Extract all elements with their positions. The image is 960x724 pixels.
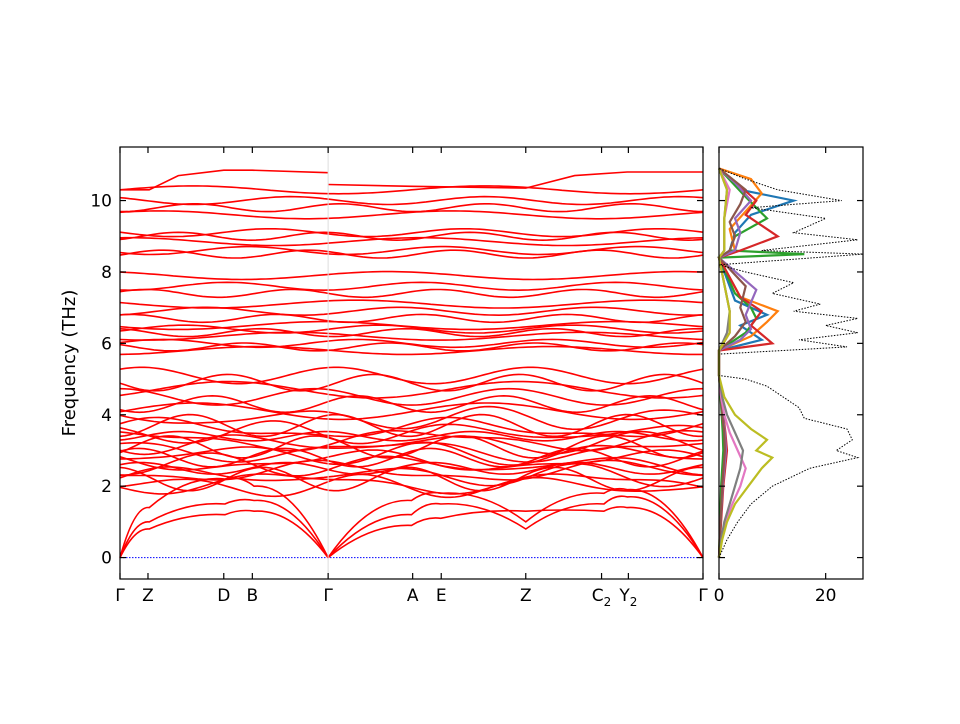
acoustic-branch-5 [327,495,704,559]
y-tick-label: 4 [101,406,112,426]
optical-band-6 [119,231,704,242]
optical-band-2 [119,195,704,206]
dos-panel: 0 20 [714,146,864,606]
optical-band-17 [119,324,704,334]
kpoint-subscript: 2 [604,595,612,609]
optical-band-3 [120,203,704,213]
optical-band-8 [119,245,704,256]
dos-frame [718,146,864,580]
optical-band-1 [119,185,704,195]
kpoint-subscript: 2 [630,595,638,609]
optical-band-11 [119,281,704,292]
optical-band-30 [119,413,703,438]
kpoint-label: Γ [323,586,333,606]
optical-band-19 [119,331,704,341]
band-frame [119,146,704,580]
optical-band-10 [119,270,704,281]
partial-dos-4 [717,167,781,558]
optical-band-29 [119,405,704,431]
optical-band-12 [119,288,704,299]
kpoint-label: Z [142,586,154,606]
dos-x-tick-label: 20 [815,586,837,606]
optical-band-9 [119,249,704,259]
optical-band-46 [119,473,704,495]
optical-band-18 [119,327,704,338]
optical-band-41 [119,452,704,477]
optical-band-14 [119,306,704,317]
optical-band-25 [119,380,704,399]
optical-band-15 [119,313,704,324]
total-dos [718,167,864,558]
optical-band-26 [119,387,704,406]
y-tick-label: 10 [90,192,112,212]
kpoint-label: Γ [698,586,708,606]
top-band-right [328,171,703,189]
kpoint-label: E [436,586,447,606]
kpoint-label: A [407,586,419,606]
acoustic-branch-2 [119,498,329,559]
top-band-left [120,169,329,191]
acoustic-branch-4 [327,487,704,559]
dos-axes: 0 20 [714,146,864,606]
optical-band-27 [119,394,704,414]
optical-band-24 [119,373,704,392]
kpoint-label: D [217,586,230,606]
optical-band-23 [119,366,704,385]
dos-x-tick-label: 0 [714,586,725,606]
kpoint-label: Γ [115,586,125,606]
partial-dos-2 [717,167,780,558]
optical-band-35 [119,430,704,456]
kpoint-label: B [247,586,259,606]
optical-band-4 [119,210,704,220]
band-lines [119,169,704,559]
y-tick-label: 6 [101,334,112,354]
y-tick-label: 8 [101,263,112,283]
y-tick-label: 0 [101,549,112,569]
acoustic-branch-3 [119,509,329,559]
optical-band-47 [119,473,704,499]
optical-band-22 [119,345,703,356]
optical-band-21 [119,342,704,352]
acoustic-branch-6 [327,506,704,559]
optical-band-44 [119,462,704,488]
optical-band-43 [119,459,704,481]
dos-lines [716,167,864,558]
optical-band-38 [120,441,703,466]
y-tick-label: 2 [101,477,112,497]
optical-band-28 [119,402,704,421]
y-axis-label: Frequency (THz) [59,290,80,437]
kpoint-label: C2 [592,586,612,609]
partial-dos-6 [717,167,748,558]
optical-band-36 [119,435,704,459]
optical-band-7 [119,236,704,247]
kpoint-label: Y2 [618,586,637,609]
partial-dos-9 [717,168,775,558]
kpoint-label: Z [520,586,532,606]
acoustic-branch-1 [119,477,329,558]
